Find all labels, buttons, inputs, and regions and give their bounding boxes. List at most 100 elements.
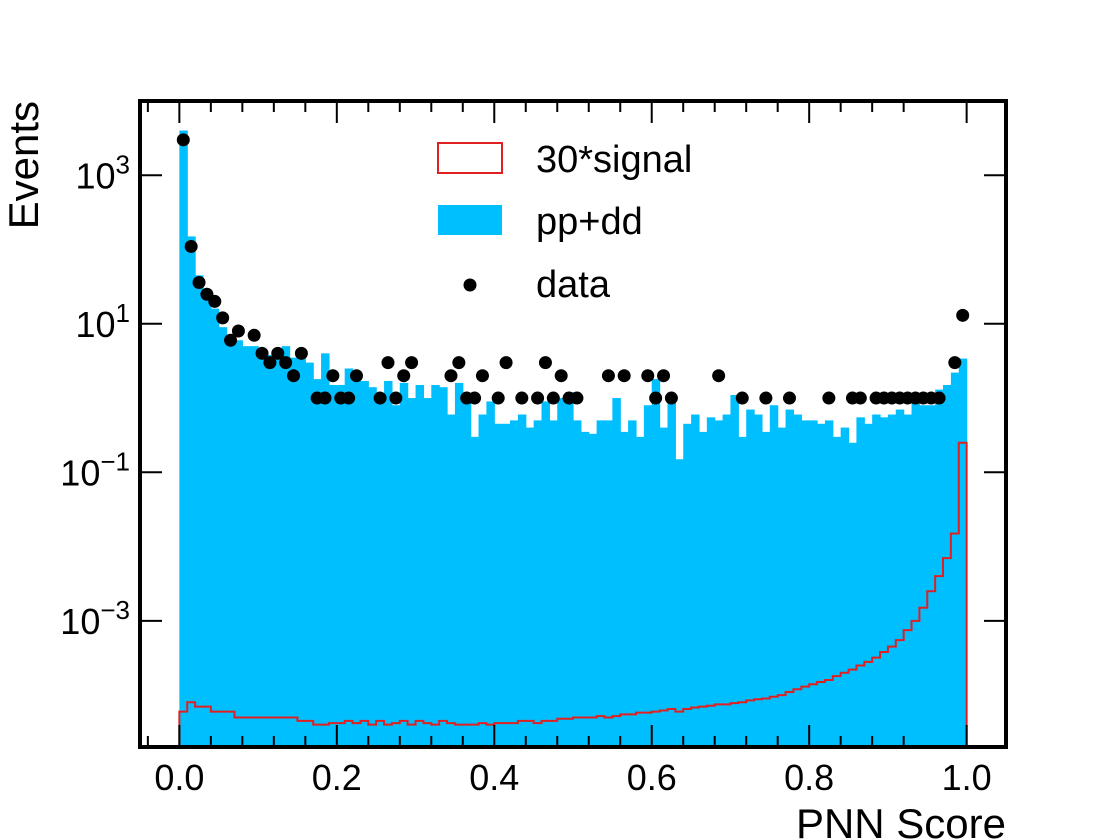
data-point	[373, 391, 387, 405]
ppdd-bar	[832, 436, 842, 747]
x-tick-label: 0.2	[312, 757, 362, 798]
data-point	[271, 346, 285, 360]
ppdd-bar	[738, 436, 747, 747]
ppdd-bar	[250, 346, 259, 747]
ppdd-bar	[769, 405, 779, 747]
ppdd-bar	[761, 431, 771, 747]
x-tick-label: 1.0	[942, 757, 992, 798]
ppdd-bar	[824, 420, 834, 747]
ppdd-bar	[596, 420, 606, 747]
ppdd-bar	[454, 382, 464, 747]
ppdd-bar	[887, 414, 897, 747]
ppdd-bar	[620, 431, 629, 747]
ppdd-bar	[195, 275, 204, 747]
data-point	[475, 369, 489, 383]
ppdd-bar	[698, 431, 708, 747]
ppdd-bar	[297, 357, 306, 747]
ppdd-bar	[958, 358, 968, 747]
ppdd-bar	[384, 380, 393, 747]
ppdd-bar	[714, 420, 724, 747]
ppdd-bar	[218, 327, 228, 747]
data-point	[287, 369, 301, 383]
ppdd-bar	[651, 379, 661, 747]
data-point	[641, 369, 655, 383]
ppdd-bar	[494, 423, 503, 747]
legend-data-label: data	[536, 264, 611, 306]
data-point	[342, 391, 356, 405]
ppdd-bar	[950, 372, 960, 747]
ppdd-bar	[864, 423, 873, 747]
ppdd-bar	[321, 353, 330, 747]
ppdd-bar	[273, 349, 283, 747]
data-point	[381, 356, 395, 370]
ppdd-bar	[588, 433, 598, 747]
ppdd-bar	[517, 414, 527, 747]
data-point	[326, 369, 340, 383]
legend-ppdd-label: pp+dd	[536, 201, 643, 243]
ppdd-bar	[258, 357, 267, 747]
ppdd-bar	[541, 401, 550, 747]
y-axis-title: Events	[0, 101, 47, 229]
ppdd-bar	[533, 420, 543, 747]
ppdd-bar	[730, 394, 739, 747]
ppdd-bar	[281, 346, 291, 747]
data-point	[932, 391, 946, 405]
y-tick-label: 101	[75, 298, 130, 345]
y-tick-label: 103	[75, 149, 130, 196]
legend: 30*signal pp+dd data	[437, 139, 692, 306]
ppdd-bar	[407, 398, 417, 747]
data-point	[350, 369, 363, 383]
ppdd-bar	[352, 371, 362, 747]
ppdd-bar	[368, 387, 377, 747]
ppdd-bar	[628, 420, 637, 747]
ppdd-bar	[510, 420, 519, 747]
ppdd-bar	[809, 420, 818, 747]
ppdd-bar	[376, 394, 385, 747]
ppdd-bar	[880, 417, 889, 747]
ppdd-bar	[179, 130, 188, 747]
ticks-layer: 0.0 0.2 0.4 0.6 0.8 1.0 103 101 10−1 10−3	[60, 101, 1006, 798]
data-point	[444, 369, 458, 383]
data-point	[389, 391, 403, 405]
ppdd-bar	[659, 427, 669, 747]
data-point	[601, 369, 615, 383]
ppdd-bar	[840, 427, 850, 747]
ppdd-bar	[462, 398, 472, 747]
ppdd-bar	[226, 335, 236, 747]
data-point	[499, 356, 513, 370]
ppdd-bar	[675, 459, 684, 747]
x-tick-label: 0.6	[627, 757, 677, 798]
ppdd-bar	[895, 409, 905, 747]
data-point	[397, 369, 411, 383]
ppdd-bar	[872, 414, 881, 747]
ppdd-bar	[242, 346, 251, 747]
x-axis-title: PNN Score	[796, 800, 1006, 840]
ppdd-bar	[360, 380, 369, 747]
x-tick-label: 0.0	[154, 757, 204, 798]
data-point	[783, 391, 796, 405]
data-point	[712, 369, 726, 383]
ppdd-bar	[557, 398, 566, 747]
ppdd-bar	[439, 387, 448, 747]
ppdd-bar	[777, 427, 787, 747]
ppdd-bar	[793, 414, 802, 747]
data-point	[538, 356, 552, 370]
data-point	[255, 346, 269, 360]
data-point	[664, 391, 678, 405]
signal-step-line	[178, 441, 968, 747]
data-point	[192, 275, 206, 289]
data-points-layer	[176, 133, 970, 405]
data-point	[468, 391, 482, 405]
ppdd-bar	[202, 298, 212, 747]
x-tick-label: 0.8	[784, 757, 834, 798]
data-point	[452, 356, 466, 370]
data-point	[231, 324, 245, 338]
ppdd-bar	[502, 423, 511, 747]
data-point	[247, 328, 261, 342]
data-point	[759, 391, 773, 405]
ppdd-bar	[943, 384, 952, 747]
data-point	[208, 294, 222, 308]
data-point	[570, 391, 584, 405]
ppdd-bar	[525, 427, 535, 747]
